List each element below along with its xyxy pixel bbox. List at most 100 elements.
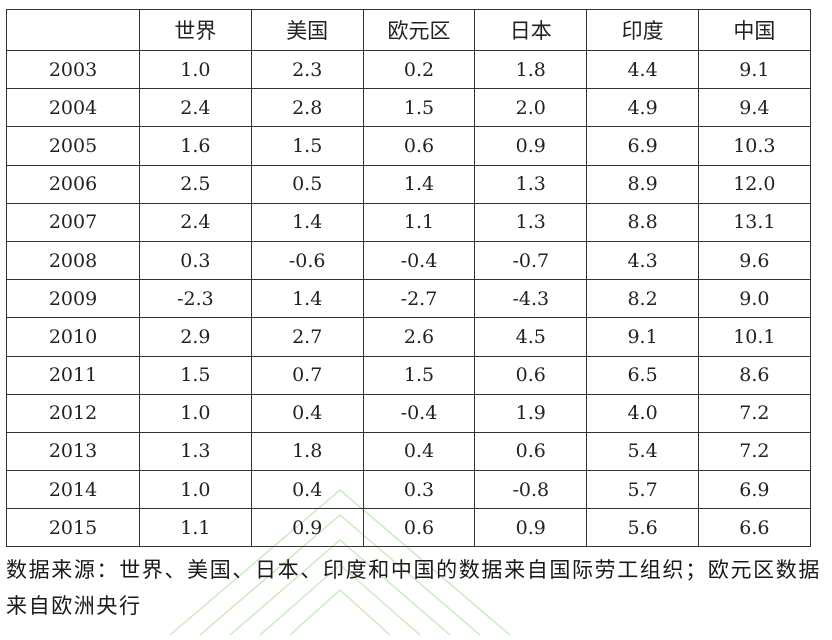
table-row: 2012 1.0 0.4 -0.4 1.9 4.0 7.2: [6, 393, 811, 433]
value-cell: 7.2: [697, 393, 811, 433]
value-cell: 1.9: [474, 393, 588, 433]
table-row: 2004 2.4 2.8 1.5 2.0 4.9 9.4: [6, 88, 811, 128]
value-cell: 1.3: [474, 202, 588, 242]
table-row: 2008 0.3 -0.6 -0.4 -0.7 4.3 9.6: [6, 240, 811, 281]
year-cell: 2004: [6, 88, 140, 128]
value-cell: 1.8: [250, 431, 364, 472]
value-cell: 6.6: [697, 508, 811, 548]
value-cell: 5.6: [586, 508, 699, 548]
value-cell: 8.6: [697, 355, 811, 395]
year-cell: 2015: [6, 508, 140, 548]
value-cell: 1.0: [139, 470, 252, 510]
value-cell: 0.4: [250, 393, 364, 433]
value-cell: -0.6: [250, 240, 364, 281]
value-cell: 1.5: [362, 355, 476, 395]
value-cell: 0.3: [362, 470, 476, 510]
value-cell: 9.1: [697, 49, 811, 90]
table-row: 2006 2.5 0.5 1.4 1.3 8.9 12.0: [6, 164, 811, 204]
value-cell: 0.4: [250, 470, 364, 510]
table-row: 2009 -2.3 1.4 -2.7 -4.3 8.2 9.0: [6, 279, 811, 319]
value-cell: 10.3: [697, 126, 811, 166]
table-row: 2011 1.5 0.7 1.5 0.6 6.5 8.6: [6, 355, 811, 395]
value-cell: -2.3: [139, 279, 252, 319]
header-cell: 印度: [586, 9, 699, 51]
value-cell: 4.9: [586, 88, 699, 128]
value-cell: 2.6: [362, 317, 476, 357]
value-cell: 2.4: [139, 88, 252, 128]
header-cell: 世界: [139, 9, 252, 51]
value-cell: 1.6: [139, 126, 252, 166]
year-cell: 2013: [6, 431, 140, 472]
value-cell: -0.7: [474, 240, 588, 281]
value-cell: 9.1: [586, 317, 699, 357]
year-cell: 2010: [6, 317, 140, 357]
value-cell: -0.4: [362, 393, 476, 433]
value-cell: 1.4: [250, 279, 364, 319]
value-cell: 2.8: [250, 88, 364, 128]
source-note: 数据来源：世界、美国、日本、印度和中国的数据来自国际劳工组织；欧元区数据来自欧洲…: [6, 558, 821, 618]
value-cell: 1.4: [362, 164, 476, 204]
header-row: 世界 美国 欧元区 日本 印度 中国: [6, 9, 811, 51]
value-cell: 0.2: [362, 49, 476, 90]
table-row: 2013 1.3 1.8 0.4 0.6 5.4 7.2: [6, 431, 811, 472]
value-cell: 1.5: [362, 88, 476, 128]
table-row: 2005 1.6 1.5 0.6 0.9 6.9 10.3: [6, 126, 811, 166]
year-cell: 2005: [6, 126, 140, 166]
value-cell: -4.3: [474, 279, 588, 319]
value-cell: 13.1: [697, 202, 811, 242]
header-cell: 中国: [697, 9, 811, 51]
year-cell: 2012: [6, 393, 140, 433]
value-cell: 1.3: [139, 431, 252, 472]
value-cell: 5.7: [586, 470, 699, 510]
year-cell: 2008: [6, 240, 140, 281]
value-cell: 6.9: [586, 126, 699, 166]
value-cell: 0.3: [139, 240, 252, 281]
value-cell: 8.9: [586, 164, 699, 204]
value-cell: 8.2: [586, 279, 699, 319]
header-cell: 日本: [474, 9, 588, 51]
table-row: 2014 1.0 0.4 0.3 -0.8 5.7 6.9: [6, 470, 811, 510]
value-cell: 0.9: [474, 126, 588, 166]
value-cell: 6.9: [697, 470, 811, 510]
value-cell: -0.8: [474, 470, 588, 510]
value-cell: 6.5: [586, 355, 699, 395]
value-cell: 0.4: [362, 431, 476, 472]
value-cell: 1.1: [139, 508, 252, 548]
value-cell: 7.2: [697, 431, 811, 472]
year-cell: 2009: [6, 279, 140, 319]
value-cell: 1.5: [139, 355, 252, 395]
value-cell: 2.3: [250, 49, 364, 90]
value-cell: 0.6: [474, 431, 588, 472]
value-cell: 4.3: [586, 240, 699, 281]
value-cell: 1.0: [139, 393, 252, 433]
value-cell: 1.3: [474, 164, 588, 204]
year-cell: 2007: [6, 202, 140, 242]
value-cell: 2.4: [139, 202, 252, 242]
value-cell: 0.7: [250, 355, 364, 395]
value-cell: 2.0: [474, 88, 588, 128]
value-cell: 4.0: [586, 393, 699, 433]
header-cell: 美国: [250, 9, 364, 51]
table-row: 2007 2.4 1.4 1.1 1.3 8.8 13.1: [6, 202, 811, 242]
year-cell: 2006: [6, 164, 140, 204]
value-cell: 12.0: [697, 164, 811, 204]
table-row: 2010 2.9 2.7 2.6 4.5 9.1 10.1: [6, 317, 811, 357]
value-cell: 1.0: [139, 49, 252, 90]
value-cell: 9.4: [697, 88, 811, 128]
year-cell: 2011: [6, 355, 140, 395]
value-cell: 5.4: [586, 431, 699, 472]
value-cell: 0.6: [362, 508, 476, 548]
value-cell: 10.1: [697, 317, 811, 357]
value-cell: -2.7: [362, 279, 476, 319]
value-cell: 0.9: [250, 508, 364, 548]
header-cell-blank: [6, 9, 140, 51]
value-cell: 1.1: [362, 202, 476, 242]
value-cell: 1.4: [250, 202, 364, 242]
value-cell: 8.8: [586, 202, 699, 242]
value-cell: 2.9: [139, 317, 252, 357]
table-row: 2015 1.1 0.9 0.6 0.9 5.6 6.6: [6, 508, 811, 548]
value-cell: -0.4: [362, 240, 476, 281]
value-cell: 0.6: [474, 355, 588, 395]
value-cell: 9.6: [697, 240, 811, 281]
value-cell: 2.5: [139, 164, 252, 204]
